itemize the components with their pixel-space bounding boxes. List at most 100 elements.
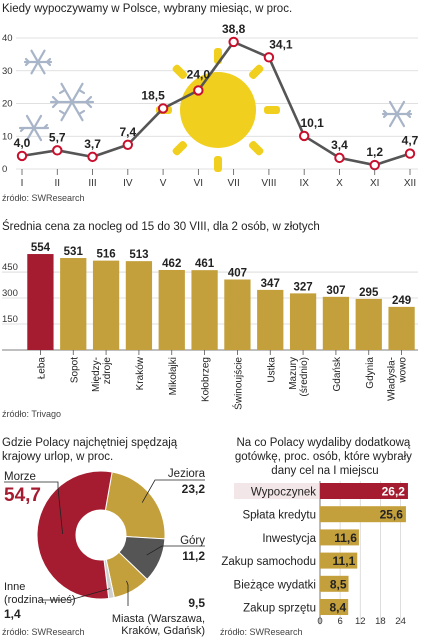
value-label: 24,0 xyxy=(187,67,211,81)
bar xyxy=(257,289,284,350)
y-tick-label: 20 xyxy=(2,99,13,110)
x-tick-label: III xyxy=(88,178,96,189)
category-label: Świnoujście xyxy=(231,357,244,410)
slice-value: 11,2 xyxy=(182,549,205,563)
category-label-line: Ustka xyxy=(266,357,277,383)
donut-chart-leader-lines xyxy=(4,479,205,606)
bar xyxy=(191,270,218,350)
bar xyxy=(355,298,382,350)
leader-line xyxy=(146,545,205,556)
slice-value: 9,5 xyxy=(188,596,205,610)
value-label: 18,5 xyxy=(141,88,165,102)
spending-chart-title-line: Na co Polacy wydaliby dodatkową xyxy=(236,437,410,449)
line-chart-y-ticks: 0 10 20 30 40 xyxy=(2,33,13,175)
x-tick-label: X xyxy=(336,178,343,189)
value-label: 11,1 xyxy=(333,554,356,568)
category-label: Wypoczynek xyxy=(251,487,316,499)
bar xyxy=(322,296,350,350)
leader-line xyxy=(4,481,64,535)
data-point xyxy=(193,85,204,96)
data-point xyxy=(263,52,275,63)
value-label: 26,2 xyxy=(382,485,406,499)
data-point xyxy=(122,139,134,150)
category-label-line: Kraków xyxy=(135,356,146,390)
category-label: Zakup sprzętu xyxy=(243,603,316,615)
value-label: 531 xyxy=(64,246,84,258)
category-label: Ustka xyxy=(266,357,277,383)
donut-chart-title: Gdzie Polacy najchętniej spędzają krajow… xyxy=(2,437,180,463)
value-label: 7,4 xyxy=(119,125,136,139)
y-tick-label: 450 xyxy=(2,262,18,273)
donut-slice xyxy=(104,471,166,540)
slice-label: Góry xyxy=(180,535,205,547)
category-label: Władysła-wowo xyxy=(387,357,409,401)
spending-chart-bars xyxy=(320,483,408,615)
bar xyxy=(60,258,87,350)
category-label: Gdynia xyxy=(365,357,376,389)
leader-line xyxy=(141,479,205,503)
line-chart-series xyxy=(16,36,416,171)
category-label: Mazury(średnio) xyxy=(288,357,310,396)
x-tick-label: XII xyxy=(404,178,416,189)
spending-chart-title-line: gotówkę, proc. osób, które wybrały xyxy=(235,451,412,463)
price-chart-y-ticks: 150 300 450 xyxy=(2,262,18,325)
price-chart-title: Średnia cena za nocleg od 15 do 30 VIII,… xyxy=(2,220,320,233)
category-label-bg xyxy=(234,575,319,592)
y-tick-label: 30 xyxy=(2,66,13,77)
bar xyxy=(320,529,359,546)
x-tick-label: V xyxy=(160,178,167,189)
data-point xyxy=(87,151,98,163)
category-label-line: Łeba xyxy=(36,357,47,380)
value-label: 4,0 xyxy=(14,136,31,150)
spending-chart-title-line: dany cel na I miejscu xyxy=(271,465,378,477)
category-label-bg xyxy=(234,599,319,615)
value-label: 407 xyxy=(228,268,247,280)
x-tick-label: IV xyxy=(123,178,133,189)
slice-value: 1,4 xyxy=(4,607,21,621)
slice-label: Kraków, Gdańsk) xyxy=(121,625,205,637)
x-tick-label: VII xyxy=(228,178,240,189)
data-point xyxy=(52,145,63,156)
spending-chart-title: Na co Polacy wydaliby dodatkową gotówkę,… xyxy=(235,437,415,477)
x-tick-label: II xyxy=(54,178,60,189)
slice-value: 54,7 xyxy=(4,485,41,506)
value-label: 347 xyxy=(261,278,280,290)
donut-chart-title-line: krajowy urlop, w proc. xyxy=(2,451,113,463)
donut-chart-labels: Morze 54,7 Jeziora 23,2 Góry 11,2 9,5 Miasta (W… xyxy=(4,468,206,637)
category-label: Kołobrzeg xyxy=(201,357,212,402)
y-tick-label: 10 xyxy=(2,131,13,142)
bar xyxy=(92,260,120,350)
value-label: 11,6 xyxy=(334,531,357,545)
bar xyxy=(320,552,358,569)
slice-label: Inne xyxy=(4,581,25,593)
category-label-line: Świnoujście xyxy=(231,357,244,410)
category-label-line: wowo xyxy=(398,357,409,384)
donut-chart-title-line: Gdzie Polacy najchętniej spędzają xyxy=(2,437,178,449)
bar xyxy=(320,599,349,615)
line-chart-title: Kiedy wypoczywamy w Polsce, wybrany mies… xyxy=(2,3,292,15)
bar xyxy=(27,254,54,350)
value-label: 461 xyxy=(195,258,215,270)
spending-chart-category-labels: Wypoczynek Spłata kredytu Inwestycja Zakup … xyxy=(221,483,319,615)
x-tick-label: 24 xyxy=(395,616,406,627)
category-label: Gdańsk xyxy=(332,356,343,391)
bar xyxy=(224,279,251,350)
bar xyxy=(320,483,408,499)
category-label-line: Mazury xyxy=(288,357,299,390)
data-point xyxy=(404,148,416,159)
spending-chart-source: źródło: SWResearch xyxy=(220,627,303,637)
x-tick-label: 12 xyxy=(355,616,366,627)
value-label: 3,7 xyxy=(84,137,101,151)
line-chart-source: źródło: SWResearch xyxy=(2,193,85,203)
value-label: 327 xyxy=(293,281,312,293)
value-label: 513 xyxy=(129,249,148,261)
y-tick-label: 0 xyxy=(2,164,7,175)
data-point xyxy=(157,103,169,114)
y-tick-label: 300 xyxy=(2,288,18,299)
category-label: Spłata kredytu xyxy=(242,510,316,522)
slice-value: 23,2 xyxy=(182,482,206,496)
slice-label: Jeziora xyxy=(168,468,206,480)
donut-chart: Gdzie Polacy najchętniej spędzają krajow… xyxy=(2,437,206,637)
value-label: 34,1 xyxy=(269,37,293,51)
series-line xyxy=(21,40,411,167)
